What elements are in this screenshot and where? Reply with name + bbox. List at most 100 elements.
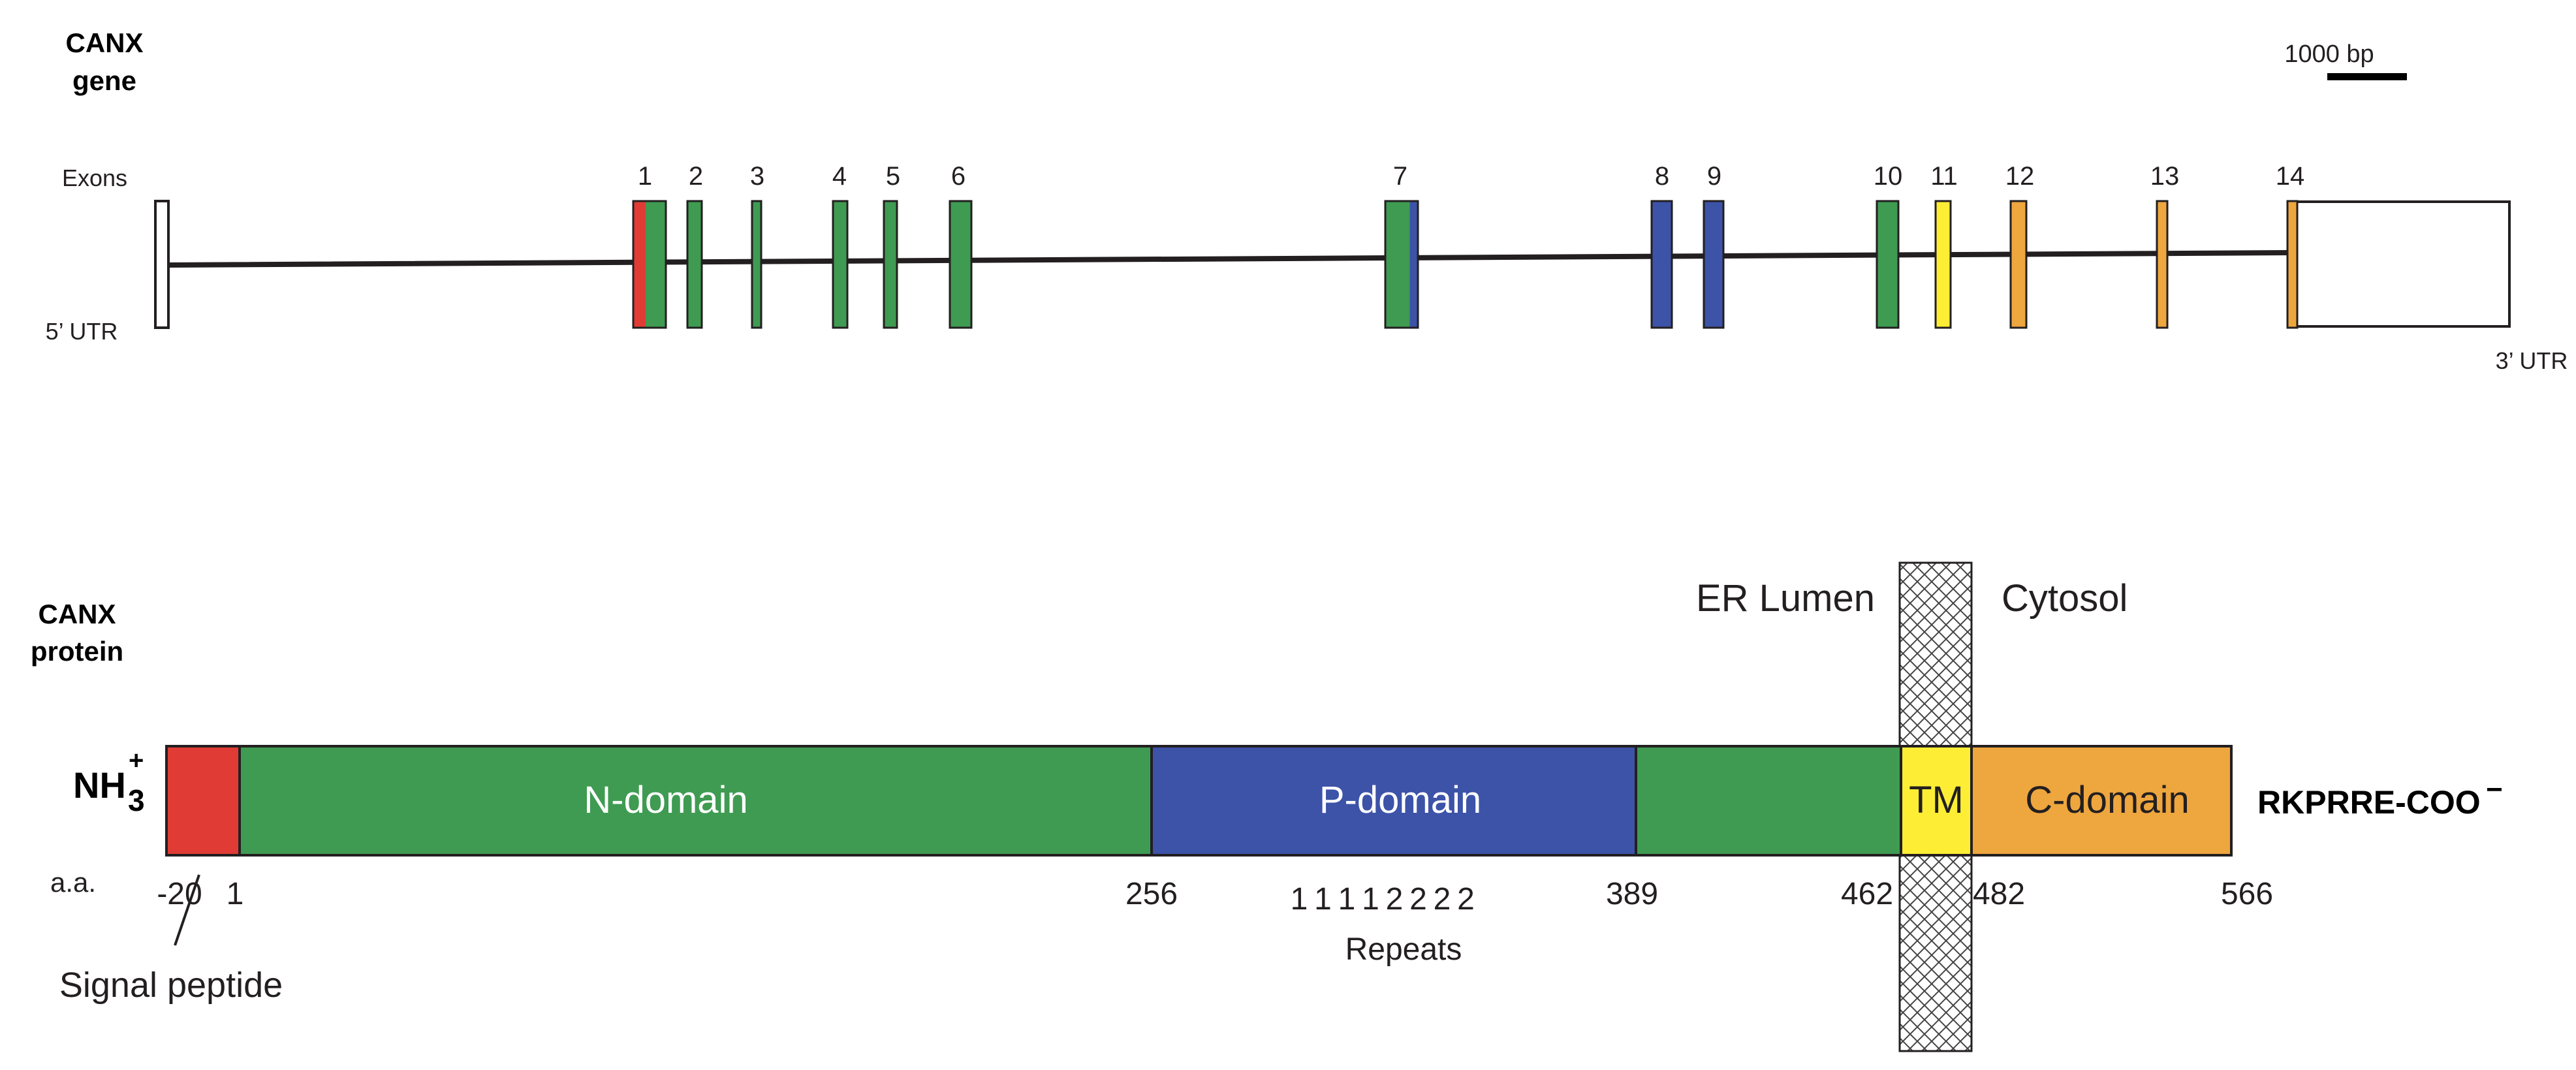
repeat-digit: 2 — [1386, 882, 1404, 917]
exon-1-segment — [646, 201, 666, 328]
exon-9-outline — [1703, 200, 1725, 329]
position-label: 482 — [1973, 877, 2025, 911]
position-labels: -20 1 256 389 462 482 566 — [157, 877, 2273, 911]
repeat-digit: 1 — [1314, 882, 1332, 917]
exons-label: Exons — [62, 165, 127, 191]
utr3-label: 3’ UTR — [2496, 347, 2568, 374]
exon-13: 13 — [2150, 162, 2180, 329]
exon-11-outline — [1934, 200, 1952, 329]
c-domain-block — [1970, 745, 2233, 857]
cytosol-label: Cytosol — [2002, 577, 2128, 620]
exon-label: 12 — [2005, 162, 2035, 191]
domain-bar: N-domain P-domain TM C-domain — [165, 745, 2233, 857]
n-terminus-sup: + — [129, 746, 144, 775]
exon-10-segment — [1877, 201, 1898, 328]
exon-5-segment — [884, 201, 897, 328]
repeat-digit: 1 — [1338, 882, 1356, 917]
exon-label: 1 — [638, 162, 652, 191]
n-domain-block — [238, 745, 1153, 857]
exon-6-segment — [950, 201, 971, 328]
exon-label: 5 — [886, 162, 900, 191]
exon-8-outline — [1650, 200, 1673, 329]
signal-peptide-label: Signal peptide — [59, 966, 283, 1005]
er-lumen-label: ER Lumen — [1696, 577, 1875, 620]
exon-13-outline — [2156, 200, 2169, 329]
scale-bar — [2327, 73, 2407, 80]
exon-3-segment — [752, 201, 761, 328]
protein-title-line1: CANX — [38, 599, 116, 629]
exon-11: 11 — [1930, 162, 1958, 329]
exon-4: 4 — [832, 162, 849, 329]
position-label: 462 — [1841, 877, 1893, 911]
exon-14: 14 — [2276, 162, 2304, 329]
exon-11-segment — [1936, 201, 1951, 328]
exon-1-segment — [633, 201, 646, 328]
exon-label: 9 — [1707, 162, 1721, 191]
exon-7-outline — [1384, 200, 1419, 329]
signal-peptide-pointer — [174, 874, 200, 946]
exon-2: 2 — [686, 162, 703, 329]
exon-2-outline — [686, 200, 703, 329]
exon-12-outline — [2009, 200, 2028, 329]
exon-9: 9 — [1703, 162, 1725, 329]
utr3-box — [2295, 200, 2511, 328]
exon-10-outline — [1876, 200, 1900, 329]
repeat-digit: 1 — [1362, 882, 1379, 917]
exon-1-outline — [632, 200, 667, 329]
protein-title-line2: protein — [31, 636, 123, 667]
repeats-label: Repeats — [1345, 932, 1462, 967]
exon-5: 5 — [883, 162, 900, 329]
repeat-digit: 2 — [1409, 882, 1427, 917]
exon-7-segment — [1409, 201, 1418, 328]
exon-8: 8 — [1650, 162, 1673, 329]
exon-4-segment — [833, 201, 847, 328]
exon-label: 4 — [832, 162, 847, 191]
exon-2-segment — [687, 201, 702, 328]
exon-label: 7 — [1393, 162, 1407, 191]
exon-13-segment — [2157, 201, 2167, 328]
exon-7: 7 — [1384, 162, 1419, 329]
utr5-label: 5’ UTR — [46, 318, 118, 345]
exon-label: 2 — [689, 162, 703, 191]
c-terminus-main: RKPRRE-COO — [2257, 784, 2481, 821]
position-label: 389 — [1606, 877, 1658, 911]
intron-line — [166, 250, 2295, 268]
position-label: -20 — [157, 877, 202, 911]
c-terminus-sup: − — [2486, 774, 2503, 806]
n-terminus-main: NH — [73, 764, 126, 806]
protein-section: CANX protein NH 3 + ER Lumen Cytosol N-d… — [31, 561, 2503, 1052]
exon-1: 1 — [632, 162, 667, 329]
aa-label: a.a. — [50, 867, 96, 898]
exon-label: 3 — [750, 162, 764, 191]
exon-group: 1 2 3 4 5 6 7 8 9 10 11 12 13 14 — [632, 162, 2304, 329]
n-domain-2-block — [1635, 745, 1902, 857]
exon-8-segment — [1652, 201, 1672, 328]
exon-14-outline — [2286, 200, 2299, 329]
n-terminus-sub: 3 — [128, 783, 145, 817]
exon-4-outline — [832, 200, 849, 329]
utr5-box — [154, 200, 170, 329]
scale-bar-label: 1000 bp — [2284, 40, 2374, 68]
gene-title-line1: CANX — [65, 27, 143, 58]
exon-9-segment — [1704, 201, 1723, 328]
p-domain-block — [1150, 745, 1637, 857]
tm-block — [1900, 745, 1973, 857]
exon-label: 8 — [1655, 162, 1669, 191]
exon-label: 6 — [951, 162, 966, 191]
exon-6-outline — [949, 200, 973, 329]
repeat-digit: 2 — [1457, 882, 1475, 917]
n-domain-label: N-domain — [584, 779, 747, 821]
signal-peptide-block — [165, 745, 241, 857]
exon-label: 10 — [1874, 162, 1903, 191]
exon-label: 13 — [2150, 162, 2180, 191]
position-label: 256 — [1125, 877, 1178, 911]
exon-3-outline — [751, 200, 762, 329]
exon-12-segment — [2011, 201, 2026, 328]
exon-6: 6 — [949, 162, 973, 329]
exon-14-segment — [2287, 201, 2297, 328]
p-domain-label: P-domain — [1319, 779, 1481, 821]
exon-3: 3 — [750, 162, 764, 329]
